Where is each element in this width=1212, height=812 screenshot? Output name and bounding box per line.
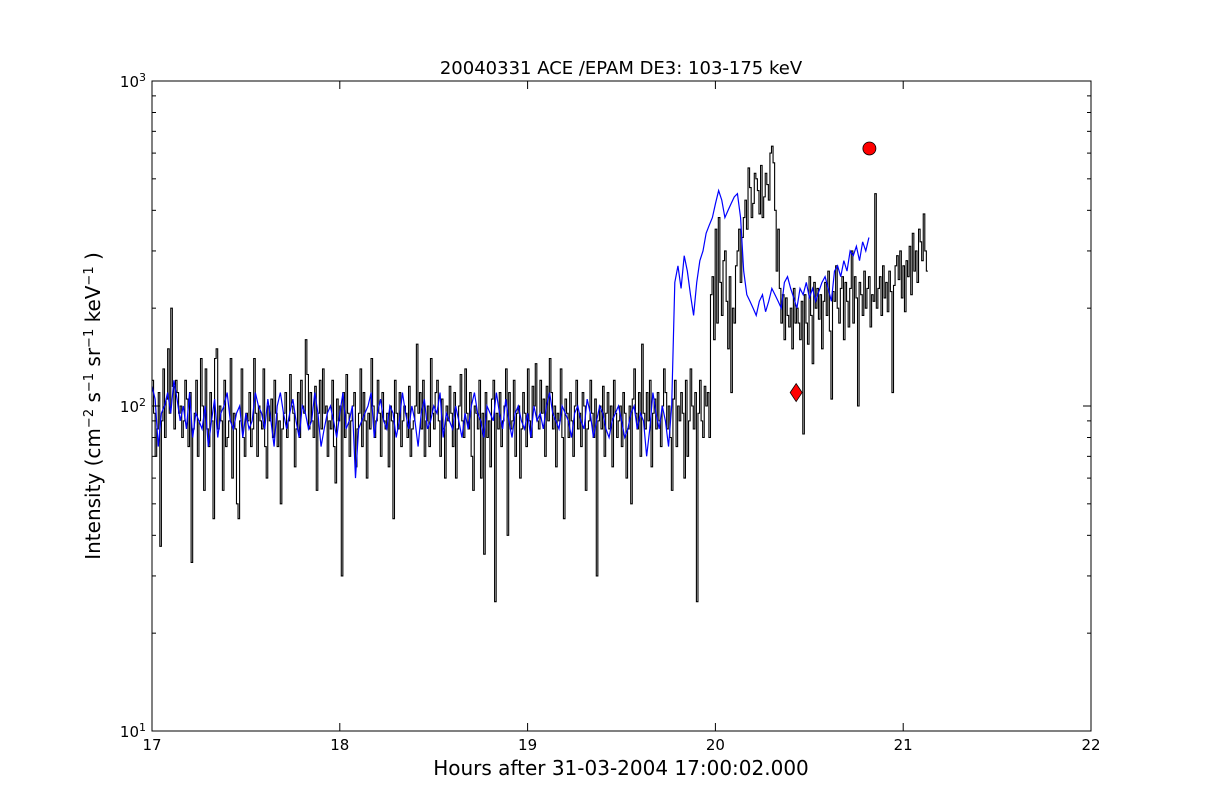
y-axis-title: Intensity (cm−2 s−1 sr−1 keV−1 ) xyxy=(81,252,105,560)
y-tick-label-exponent: 1 xyxy=(139,721,146,734)
y-axis-title-mid1: s xyxy=(81,392,105,409)
x-tick-label: 17 xyxy=(142,736,161,754)
y-axis-title-sup3: −1 xyxy=(82,329,97,348)
y-axis-title-mid2: sr xyxy=(81,347,105,373)
x-tick-label: 19 xyxy=(518,736,537,754)
x-tick-label: 18 xyxy=(330,736,349,754)
y-tick-label: 101 xyxy=(120,721,146,742)
y-axis-title-mid3: keV xyxy=(81,285,105,329)
marker-layer xyxy=(789,141,877,403)
diamond-marker xyxy=(789,382,803,403)
y-axis-title-sup1: −2 xyxy=(82,409,97,428)
y-axis-title-suffix: ) xyxy=(81,252,105,266)
x-tick-label: 21 xyxy=(894,736,913,754)
x-tick-label: 20 xyxy=(706,736,725,754)
y-tick-label-base: 10 xyxy=(120,723,139,741)
y-tick-label-exponent: 2 xyxy=(139,396,146,409)
x-axis-title: Hours after 31-03-2004 17:00:02.000 xyxy=(433,756,809,780)
series-layer xyxy=(151,145,928,603)
y-tick-label: 102 xyxy=(120,396,146,417)
series-1-line xyxy=(152,145,928,603)
y-axis-title-sup2: −1 xyxy=(82,373,97,392)
y-tick-label: 103 xyxy=(120,71,146,92)
chart-title: 20040331 ACE /EPAM DE3: 103-175 keV xyxy=(440,58,803,79)
y-tick-label-base: 10 xyxy=(120,398,139,416)
tick-layer xyxy=(151,80,1092,732)
y-tick-label-base: 10 xyxy=(120,73,139,91)
y-axis-title-sup4: −1 xyxy=(82,266,97,285)
series-2-line xyxy=(151,188,870,479)
circle-marker xyxy=(862,141,877,156)
x-tick-label: 22 xyxy=(1081,736,1100,754)
y-axis-title-prefix: Intensity (cm xyxy=(81,428,105,560)
y-tick-label-exponent: 3 xyxy=(139,71,146,84)
